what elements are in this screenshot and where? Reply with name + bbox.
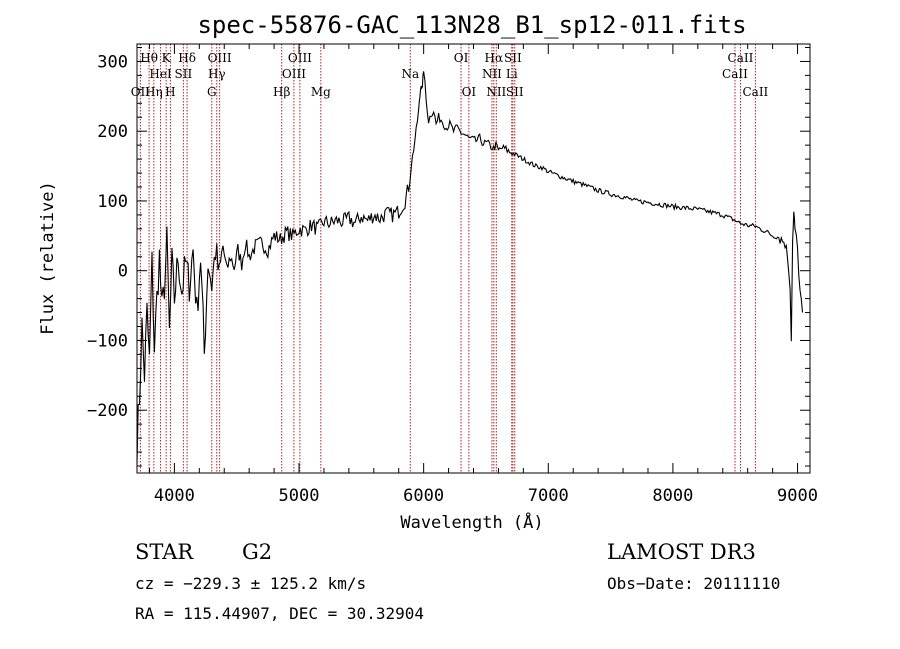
spectral-line-labels: OIIHθHηHeIKHSIIHδGHγOIIIHβOIIIOIIIMgNaOI…	[131, 51, 769, 99]
spectral-line-label: SII	[175, 67, 193, 81]
x-tick-label: 6000	[403, 486, 444, 506]
spectral-line-label: Na	[401, 67, 419, 81]
spectral-line-label: OIII	[288, 51, 312, 65]
plot-frame	[136, 43, 811, 474]
observation-date: Obs−Date: 20111110	[607, 574, 781, 593]
y-tick-label: −200	[87, 401, 128, 421]
spectral-line-label: NII	[482, 67, 502, 81]
spectral-line-label: OIII	[282, 67, 306, 81]
spectral-line-markers	[139, 44, 756, 473]
spectral-line-label: CaII	[742, 85, 768, 99]
spectral-line-label: OI	[454, 51, 469, 65]
chart-title: spec-55876-GAC_113N28_B1_sp12-011.fits	[197, 11, 746, 39]
y-axis-label: Flux (relative)	[38, 181, 58, 335]
x-axis-ticks: 4000 5000 6000 7000 8000 9000	[148, 44, 818, 506]
x-axis-label: Wavelength (Å)	[400, 511, 543, 533]
x-tick-label: 5000	[279, 486, 320, 506]
spectral-line-label: Hθ	[140, 51, 158, 65]
spectral-line-label: Li	[506, 67, 518, 81]
y-tick-label: 0	[118, 262, 128, 282]
spectral-line-label: OII	[131, 85, 151, 99]
spectral-line-label: SII	[504, 51, 522, 65]
x-tick-label: 7000	[528, 486, 569, 506]
y-axis-ticks: −200 −100 0 100 200 300	[87, 46, 810, 467]
spectral-line-label: K	[162, 51, 172, 65]
x-tick-label: 4000	[154, 486, 195, 506]
spectral-line-label: Hγ	[208, 67, 226, 81]
spectral-line-label: Hβ	[273, 85, 290, 99]
spectral-line-label: Hδ	[178, 51, 196, 65]
x-tick-label: 9000	[777, 486, 818, 506]
spectrum-line	[136, 71, 804, 465]
survey-name: LAMOST DR3	[607, 540, 756, 564]
spectral-line-label: Mg	[311, 85, 331, 99]
spectral-line-label: OIII	[208, 51, 232, 65]
y-tick-label: 100	[97, 192, 128, 212]
spectral-line-label: CaII	[728, 51, 754, 65]
y-tick-label: −100	[87, 331, 128, 351]
spectral-line-label: Hη	[145, 85, 163, 99]
object-class: STAR	[135, 540, 194, 564]
spectral-line-label: G	[207, 85, 217, 99]
spectral-line-label: NII	[486, 85, 506, 99]
spectral-line-label: SII	[506, 85, 524, 99]
object-subclass: G2	[242, 540, 273, 564]
x-tick-label: 8000	[652, 486, 693, 506]
y-tick-label: 200	[97, 122, 128, 142]
spectral-line-label: Hα	[485, 51, 504, 65]
spectral-line-label: HeI	[149, 67, 172, 81]
spectral-line-label: CaII	[722, 67, 748, 81]
redshift-cz: cz = −229.3 ± 125.2 km/s	[135, 574, 367, 593]
spectral-line-label: OI	[462, 85, 477, 99]
spectral-line-label: H	[165, 85, 175, 99]
y-tick-label: 300	[97, 52, 128, 72]
coordinates: RA = 115.44907, DEC = 30.32904	[135, 604, 424, 623]
